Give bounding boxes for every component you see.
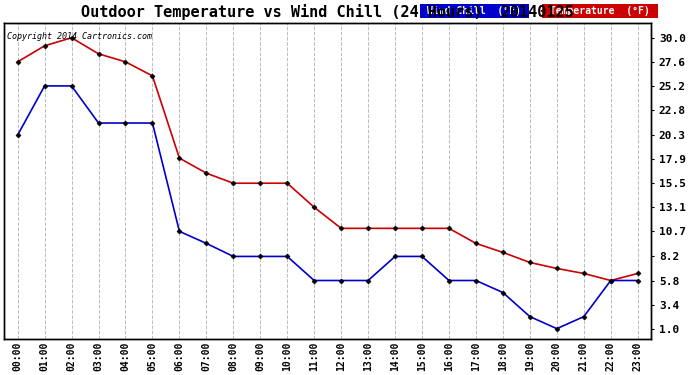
Title: Outdoor Temperature vs Wind Chill (24 Hours)  20140125: Outdoor Temperature vs Wind Chill (24 Ho… <box>81 4 574 20</box>
Text: Copyright 2014 Cartronics.com: Copyright 2014 Cartronics.com <box>8 32 152 41</box>
Text: Wind Chill  (°F): Wind Chill (°F) <box>422 6 527 16</box>
Text: Temperature  (°F): Temperature (°F) <box>544 6 656 16</box>
